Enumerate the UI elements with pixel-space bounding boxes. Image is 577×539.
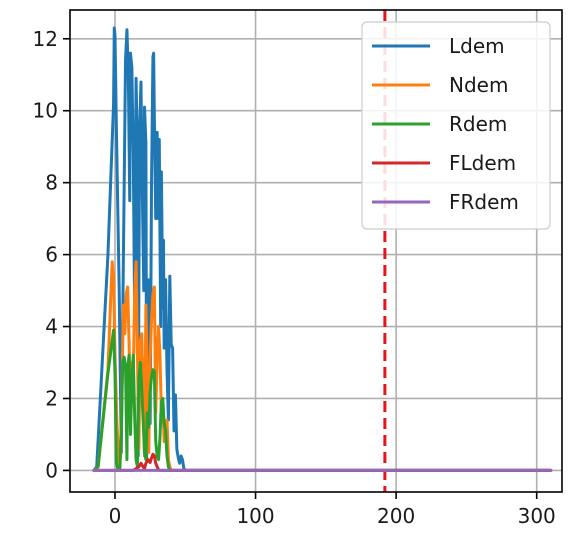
y-tick-label: 0 bbox=[45, 458, 58, 482]
y-tick-label: 4 bbox=[45, 315, 58, 339]
series-line-ldem bbox=[92, 26, 553, 472]
legend-label-ndem: Ndem bbox=[449, 73, 508, 97]
legend-label-ldem: Ldem bbox=[449, 34, 505, 58]
legend: Ldem Ndem Rdem FLdem FRdem bbox=[361, 21, 551, 230]
y-tick-label: 2 bbox=[45, 386, 58, 410]
legend-label-fldem: FLdem bbox=[449, 151, 516, 175]
legend-label-rdem: Rdem bbox=[449, 112, 507, 136]
x-tick-label: 200 bbox=[377, 504, 415, 528]
y-tick-label: 10 bbox=[33, 99, 58, 123]
legend-box bbox=[361, 21, 551, 230]
y-tick-label: 8 bbox=[45, 171, 58, 195]
y-tick-label: 6 bbox=[45, 243, 58, 267]
legend-label-frdem: FRdem bbox=[449, 190, 519, 214]
series-line-fldem bbox=[92, 452, 553, 472]
series-line-rdem bbox=[92, 328, 553, 472]
y-tick-label: 12 bbox=[33, 27, 58, 51]
series-layer bbox=[92, 26, 553, 472]
axis-layer: 0 100 200 300 0 2 4 6 8 10 12 bbox=[33, 9, 563, 528]
x-tick-label: 100 bbox=[236, 504, 274, 528]
x-tick-label: 0 bbox=[109, 504, 122, 528]
plot-area-frame bbox=[69, 9, 563, 493]
x-tick-label: 300 bbox=[518, 504, 556, 528]
